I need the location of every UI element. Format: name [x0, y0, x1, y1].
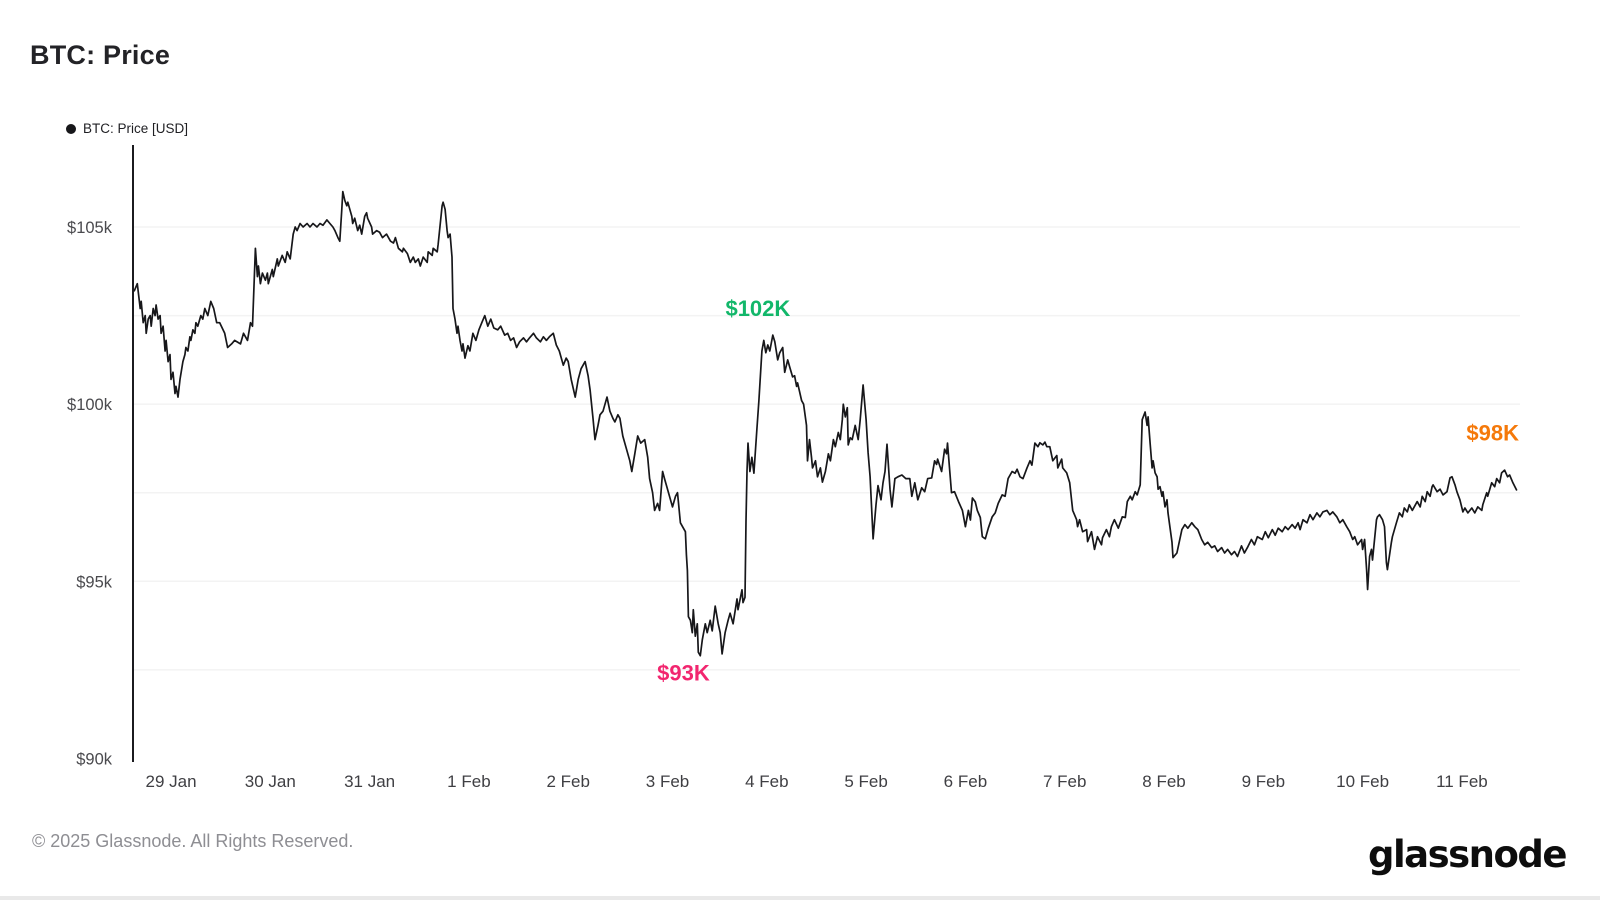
x-tick-label: 3 Feb: [646, 772, 689, 791]
price-annotation: $98K: [1466, 421, 1519, 446]
x-tick-label: 29 Jan: [146, 772, 197, 791]
legend: BTC: Price [USD]: [66, 121, 188, 136]
y-tick-label: $100k: [67, 396, 113, 414]
page-title: BTC: Price: [30, 40, 171, 70]
x-tick-label: 10 Feb: [1336, 772, 1389, 791]
x-tick-label: 1 Feb: [447, 772, 490, 791]
x-tick-label: 7 Feb: [1043, 772, 1086, 791]
price-line: [133, 190, 1518, 657]
price-annotation: $93K: [657, 660, 710, 685]
x-tick-label: 6 Feb: [944, 772, 987, 791]
x-tick-label: 31 Jan: [344, 772, 395, 791]
x-tick-label: 30 Jan: [245, 772, 296, 791]
x-tick-label: 4 Feb: [745, 772, 788, 791]
legend-marker-icon: [66, 123, 76, 134]
glassnode-logo: glassnode: [1367, 833, 1568, 876]
bottom-divider: [0, 896, 1600, 900]
price-annotation: $102K: [725, 296, 790, 321]
x-tick-label: 2 Feb: [546, 772, 589, 791]
x-tick-label: 11 Feb: [1436, 772, 1488, 791]
y-tick-label: $95k: [76, 573, 113, 591]
x-tick-label: 9 Feb: [1242, 772, 1285, 791]
x-tick-label: 8 Feb: [1142, 772, 1185, 791]
y-tick-label: $90k: [76, 750, 113, 768]
x-tick-label: 5 Feb: [844, 772, 887, 791]
y-tick-label: $105k: [67, 219, 113, 237]
copyright-text: © 2025 Glassnode. All Rights Reserved.: [32, 831, 354, 851]
legend-label: BTC: Price [USD]: [83, 121, 189, 136]
